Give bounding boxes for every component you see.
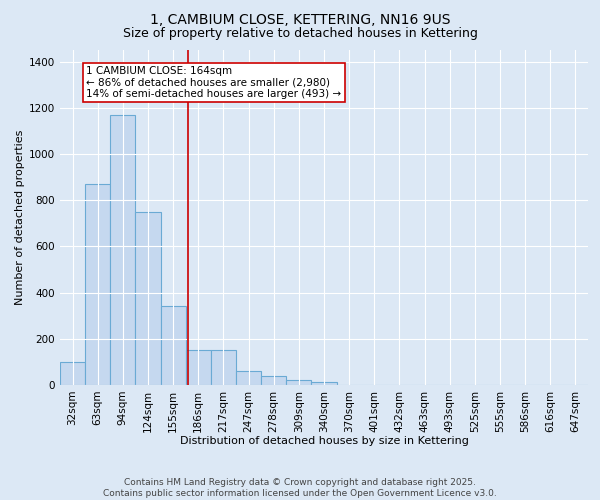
- Bar: [136, 212, 161, 385]
- Bar: [211, 350, 236, 385]
- Bar: [261, 376, 286, 385]
- X-axis label: Distribution of detached houses by size in Kettering: Distribution of detached houses by size …: [179, 436, 469, 446]
- Bar: [186, 350, 211, 385]
- Bar: [311, 382, 337, 385]
- Bar: [161, 306, 186, 385]
- Text: Size of property relative to detached houses in Kettering: Size of property relative to detached ho…: [122, 28, 478, 40]
- Text: 1 CAMBIUM CLOSE: 164sqm
← 86% of detached houses are smaller (2,980)
14% of semi: 1 CAMBIUM CLOSE: 164sqm ← 86% of detache…: [86, 66, 341, 100]
- Bar: [236, 371, 261, 385]
- Y-axis label: Number of detached properties: Number of detached properties: [15, 130, 25, 305]
- Bar: [60, 362, 85, 385]
- Bar: [85, 184, 110, 385]
- Bar: [110, 114, 136, 385]
- Text: Contains HM Land Registry data © Crown copyright and database right 2025.
Contai: Contains HM Land Registry data © Crown c…: [103, 478, 497, 498]
- Bar: [286, 380, 311, 385]
- Text: 1, CAMBIUM CLOSE, KETTERING, NN16 9US: 1, CAMBIUM CLOSE, KETTERING, NN16 9US: [150, 12, 450, 26]
